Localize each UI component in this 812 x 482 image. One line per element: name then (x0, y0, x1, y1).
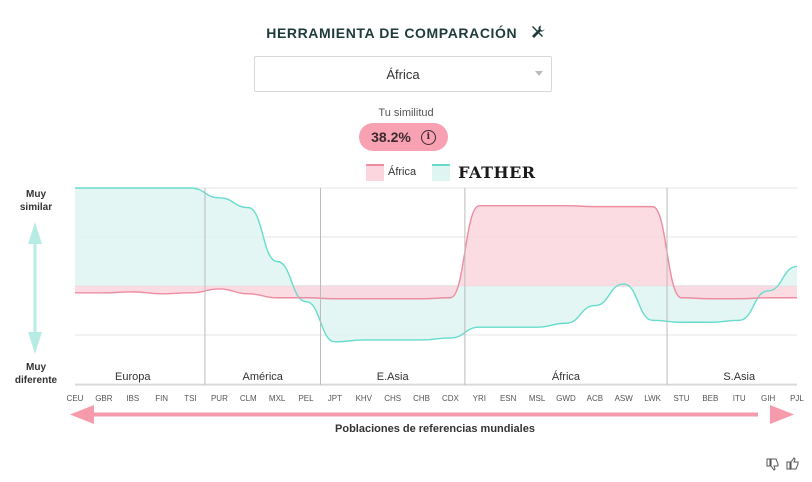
page-title: HERRAMIENTA DE COMPARACIÓN (0, 24, 812, 43)
similarity-label: Tu similitud (378, 107, 434, 119)
legend-swatch-africa (366, 163, 384, 181)
group-label: América (243, 371, 284, 383)
x-tick-label: GIH (761, 394, 775, 403)
x-tick-label: CHB (413, 394, 430, 403)
thumbs-down-icon[interactable] (766, 457, 780, 476)
x-tick-label: MSL (529, 394, 546, 403)
chart-legend: África FATHER (366, 160, 536, 184)
x-tick-label: CEU (67, 394, 84, 403)
group-label: África (552, 370, 581, 383)
x-tick-label: BEB (702, 394, 718, 403)
legend-label-father: FATHER (458, 162, 536, 182)
series-africa-area (75, 205, 797, 299)
legend-swatch-father (432, 163, 451, 181)
x-tick-label: ESN (500, 394, 517, 403)
series-father-area (75, 188, 797, 342)
x-tick-label: PJL (790, 394, 804, 403)
legend-label-africa: África (388, 166, 417, 178)
group-label: S.Asia (723, 371, 756, 383)
x-tick-label: ITU (733, 394, 746, 403)
x-tick-label: IBS (126, 394, 139, 403)
horizontal-arrow (70, 405, 794, 424)
group-label: E.Asia (377, 371, 410, 383)
vertical-arrow (28, 222, 42, 354)
x-tick-label: YRI (473, 394, 486, 403)
x-tick-label: TSI (184, 394, 196, 403)
similarity-badge: 38.2% i (359, 123, 448, 151)
chevron-down-icon (535, 71, 543, 76)
x-tick-label: PEL (298, 394, 314, 403)
series-africa-line (75, 204, 797, 300)
x-tick-label: CLM (240, 394, 257, 403)
x-tick-label: ACB (587, 394, 603, 403)
x-tick-label: GBR (95, 394, 113, 403)
series-father-line (75, 187, 798, 343)
x-tick-label: CHS (384, 394, 401, 403)
thumbs-up-icon[interactable] (786, 457, 800, 476)
region-select-value: África (386, 66, 420, 82)
region-select[interactable]: África (254, 56, 552, 92)
x-tick-label: LWK (644, 394, 661, 403)
x-tick-label: ASW (615, 394, 634, 403)
x-tick-label: CDX (442, 394, 460, 403)
similarity-value: 38.2% (371, 129, 411, 145)
x-tick-label: STU (673, 394, 689, 403)
x-axis-label: Poblaciones de referencias mundiales (335, 423, 535, 435)
tools-icon (530, 24, 546, 43)
y-axis-top-label: Muy similar (19, 189, 53, 213)
x-tick-label: MXL (269, 394, 286, 403)
info-icon[interactable]: i (420, 129, 436, 145)
y-axis-bottom-label: Muy diferente (14, 362, 58, 386)
x-tick-label: JPT (328, 394, 342, 403)
group-label: Europa (115, 371, 151, 383)
x-tick-label: KHV (356, 394, 373, 403)
x-tick-label: FIN (155, 394, 168, 403)
x-tick-label: PUR (211, 394, 228, 403)
feedback-buttons (766, 457, 800, 476)
x-tick-label: GWD (556, 394, 576, 403)
